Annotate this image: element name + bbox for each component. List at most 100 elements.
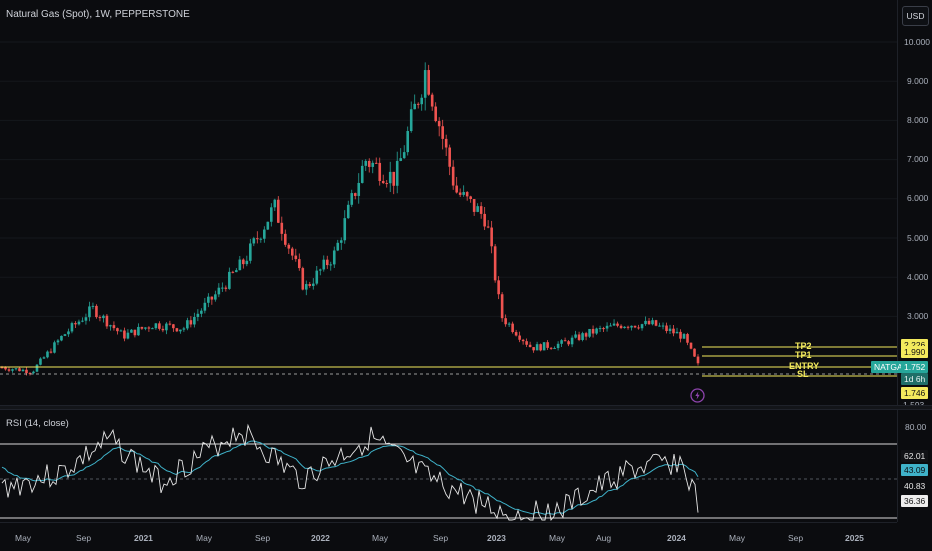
candle-body xyxy=(420,97,423,105)
candle-body xyxy=(224,287,228,289)
candle-body xyxy=(137,326,140,336)
candle-body xyxy=(116,328,119,332)
time-tick: May xyxy=(729,533,746,543)
candle-body xyxy=(273,199,277,208)
candle-body xyxy=(549,347,553,349)
candle-body xyxy=(235,270,238,273)
candle-body xyxy=(416,103,420,105)
price-tick: 9.000 xyxy=(907,76,929,86)
candle-body xyxy=(563,340,567,342)
candle-body xyxy=(686,334,689,343)
sl-label: SL xyxy=(797,369,809,379)
price-tick: 4.000 xyxy=(907,272,929,282)
candle-body xyxy=(339,240,343,243)
rsi-ma-line xyxy=(1,440,699,515)
candle-body xyxy=(623,326,626,329)
candle-body xyxy=(210,296,214,300)
candle-body xyxy=(371,162,375,167)
candle-body xyxy=(448,147,451,167)
candle-body xyxy=(588,328,591,337)
candle-body xyxy=(112,325,116,329)
candle-body xyxy=(493,246,497,281)
candle-body xyxy=(263,229,266,239)
candle-body xyxy=(196,313,200,317)
candle-body xyxy=(182,328,186,330)
price-tick: 6.000 xyxy=(907,193,929,203)
candle-body xyxy=(297,259,301,269)
candle-body xyxy=(151,328,154,330)
price-chart-pane[interactable] xyxy=(0,0,897,405)
candle-body xyxy=(172,324,175,329)
candle-body xyxy=(11,369,14,371)
candle-body xyxy=(147,327,151,329)
candle-body xyxy=(462,192,465,195)
candle-body xyxy=(511,323,514,333)
candle-body xyxy=(105,315,109,327)
candle-body xyxy=(158,323,161,329)
candle-body xyxy=(525,341,528,345)
candle-body xyxy=(63,334,67,336)
time-tick: 2021 xyxy=(134,533,153,543)
rsi-chart-canvas[interactable] xyxy=(0,410,897,522)
candle-body xyxy=(451,166,455,186)
candle-body xyxy=(168,323,172,325)
candle-body xyxy=(458,192,462,195)
candle-body xyxy=(98,317,102,319)
candle-body xyxy=(437,121,441,127)
candle-body xyxy=(465,192,469,197)
pane-separator[interactable] xyxy=(0,405,932,410)
candle-body xyxy=(35,364,39,372)
candle-body xyxy=(402,152,406,159)
lightning-icon[interactable] xyxy=(690,388,705,403)
candle-body xyxy=(343,218,347,241)
price-tick: 3.000 xyxy=(907,311,929,321)
candle-body xyxy=(329,264,333,266)
time-tick: Sep xyxy=(788,533,804,543)
candle-body xyxy=(661,325,665,327)
price-tick: 8.000 xyxy=(907,115,929,125)
candle-body xyxy=(647,320,651,325)
candle-body xyxy=(245,260,249,265)
rsi-tick: 80.00 xyxy=(905,422,927,432)
candle-body xyxy=(483,213,486,227)
candle-body xyxy=(60,335,63,341)
candle-body xyxy=(546,342,549,348)
candle-body xyxy=(231,271,235,273)
candle-body xyxy=(277,199,280,223)
bar-countdown-badge: 1d 6h xyxy=(901,373,929,385)
candle-body xyxy=(325,259,329,266)
candle-body xyxy=(665,325,668,332)
candle-body xyxy=(217,287,221,295)
candle-body xyxy=(179,329,182,332)
time-axis[interactable]: May Sep 2021 May Sep 2022 May Sep 2023 M… xyxy=(0,522,897,551)
candle-body xyxy=(609,325,612,327)
candle-body xyxy=(133,329,137,336)
rsi-title: RSI (14, close) xyxy=(6,418,69,429)
candle-body xyxy=(658,325,661,327)
candle-body xyxy=(353,193,357,196)
candle-body xyxy=(392,171,396,186)
candle-body xyxy=(441,126,444,139)
candle-body xyxy=(507,323,511,325)
price-chart-canvas[interactable] xyxy=(0,0,897,405)
rsi-scale[interactable]: 80.00 xyxy=(897,410,932,522)
candle-body xyxy=(409,109,413,132)
candle-body xyxy=(654,320,658,326)
candle-body xyxy=(360,165,364,183)
candle-body xyxy=(165,323,168,331)
candle-body xyxy=(270,207,273,222)
currency-button[interactable]: USD xyxy=(902,6,929,26)
candle-body xyxy=(294,255,298,260)
candle-body xyxy=(542,342,546,351)
candle-body xyxy=(280,222,284,234)
candle-body xyxy=(88,306,91,318)
candle-body xyxy=(679,331,682,339)
candle-body xyxy=(528,344,532,348)
rsi-pane[interactable] xyxy=(0,410,897,522)
candle-body xyxy=(256,238,259,240)
candle-body xyxy=(640,324,644,329)
candle-body xyxy=(374,162,378,164)
entry-label: ENTRY xyxy=(789,361,820,371)
symbol-title: Natural Gas (Spot), 1W, PEPPERSTONE xyxy=(6,9,190,20)
price-scale[interactable]: 10.000 9.000 8.000 7.000 6.000 5.000 4.0… xyxy=(897,0,932,405)
